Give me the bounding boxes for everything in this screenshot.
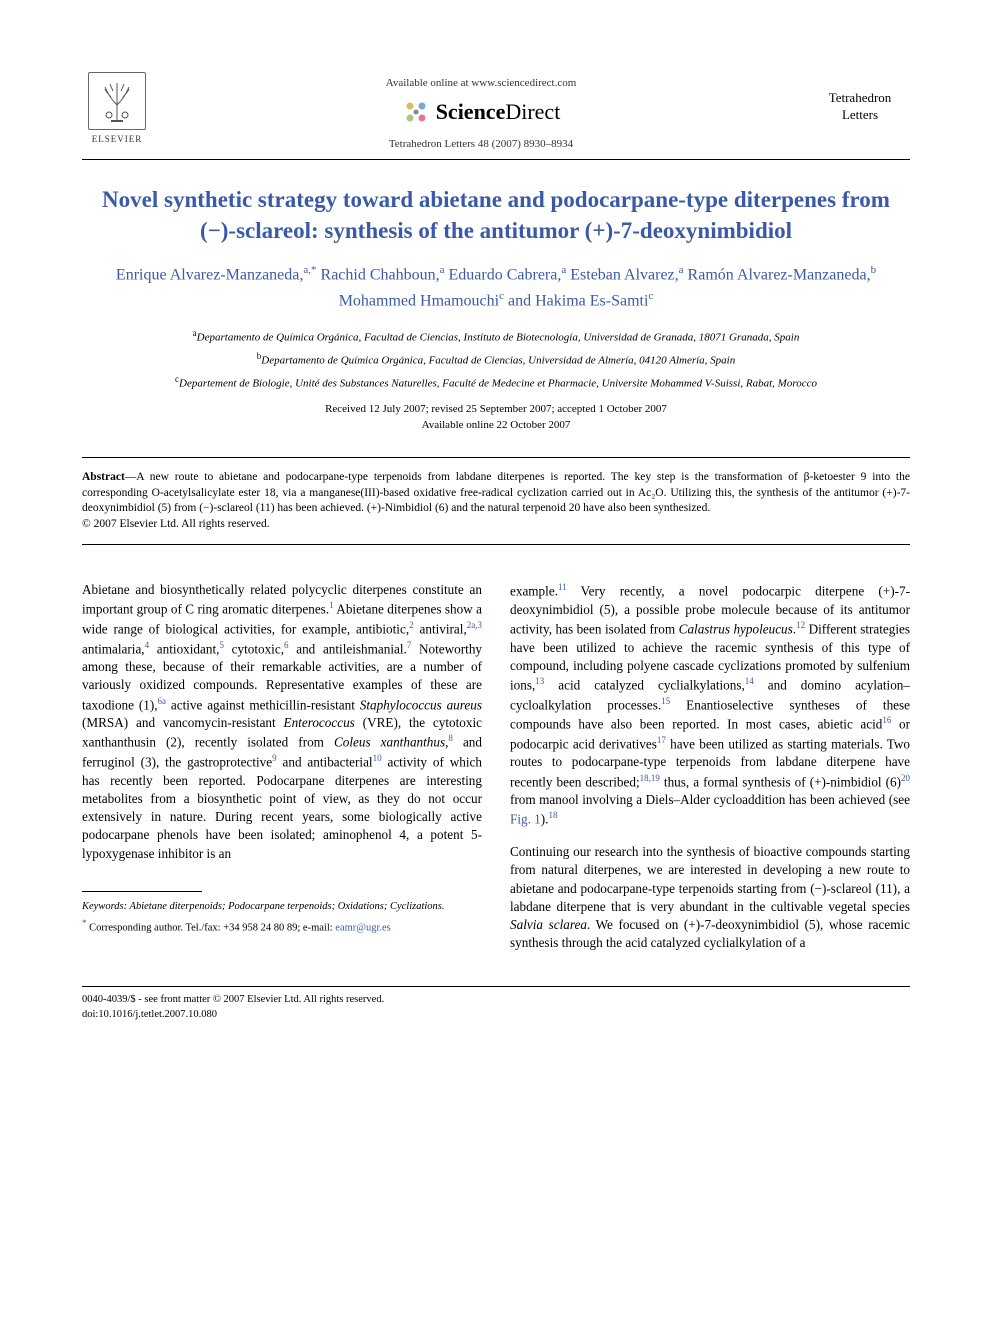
body-para-right-1: example.11 Very recently, a novel podoca…	[510, 581, 910, 829]
body-para-right-2: Continuing our research into the synthes…	[510, 843, 910, 952]
affiliations-block: aDepartamento de Química Orgánica, Facul…	[82, 327, 910, 392]
corr-email-link[interactable]: eamr@ugr.es	[335, 923, 390, 934]
abstract-text: —A new route to abietane and podocarpane…	[82, 471, 910, 514]
corr-text: Corresponding author. Tel./fax: +34 958 …	[87, 923, 336, 934]
header-rule	[82, 159, 910, 160]
corresponding-author-line: * Corresponding author. Tel./fax: +34 95…	[82, 917, 482, 936]
elsevier-logo: ELSEVIER	[82, 72, 152, 150]
keywords-line: Keywords: Abietane diterpenoids; Podocar…	[82, 900, 482, 914]
dates-online: Available online 22 October 2007	[82, 418, 910, 433]
journal-line-2: Letters	[810, 107, 910, 124]
sciencedirect-logo: ScienceDirect	[152, 97, 810, 127]
sciencedirect-dots-icon	[402, 98, 430, 126]
journal-name-box: Tetrahedron Letters	[810, 72, 910, 124]
sciencedirect-text: ScienceDirect	[436, 97, 561, 127]
pre-abstract-rule	[82, 457, 910, 458]
footer-line-1: 0040-4039/$ - see front matter © 2007 El…	[82, 993, 910, 1007]
journal-line-1: Tetrahedron	[810, 90, 910, 107]
elsevier-tree-icon	[88, 72, 146, 130]
abstract-copyright: © 2007 Elsevier Ltd. All rights reserved…	[82, 517, 910, 533]
body-columns: Abietane and biosynthetically related po…	[82, 581, 910, 952]
dates-received: Received 12 July 2007; revised 25 Septem…	[82, 402, 910, 417]
body-column-left: Abietane and biosynthetically related po…	[82, 581, 482, 952]
citation-line: Tetrahedron Letters 48 (2007) 8930–8934	[152, 137, 810, 152]
header-center: Available online at www.sciencedirect.co…	[152, 72, 810, 151]
article-dates: Received 12 July 2007; revised 25 Septem…	[82, 402, 910, 433]
body-para-left-1: Abietane and biosynthetically related po…	[82, 581, 482, 863]
footer-line-2: doi:10.1016/j.tetlet.2007.10.080	[82, 1008, 910, 1022]
post-abstract-rule	[82, 544, 910, 545]
body-column-right: example.11 Very recently, a novel podoca…	[510, 581, 910, 952]
keywords-label: Keywords:	[82, 901, 127, 912]
footnote-divider	[82, 891, 202, 892]
elsevier-label: ELSEVIER	[92, 133, 143, 145]
article-title: Novel synthetic strategy toward abietane…	[82, 184, 910, 246]
keywords-text: Abietane diterpenoids; Podocarpane terpe…	[127, 901, 444, 912]
abstract-block: Abstract—A new route to abietane and pod…	[82, 470, 910, 532]
affiliation-b: bDepartamento de Química Orgánica, Facul…	[82, 350, 910, 369]
page-header: ELSEVIER Available online at www.science…	[82, 72, 910, 151]
abstract-label: Abstract	[82, 471, 125, 483]
affiliation-a: aDepartamento de Química Orgánica, Facul…	[82, 327, 910, 346]
available-online-text: Available online at www.sciencedirect.co…	[152, 76, 810, 91]
page-footer: 0040-4039/$ - see front matter © 2007 El…	[82, 986, 910, 1021]
affiliation-c: cDepartement de Biologie, Unité des Subs…	[82, 373, 910, 392]
authors-line: Enrique Alvarez-Manzaneda,a,* Rachid Cha…	[82, 262, 910, 313]
